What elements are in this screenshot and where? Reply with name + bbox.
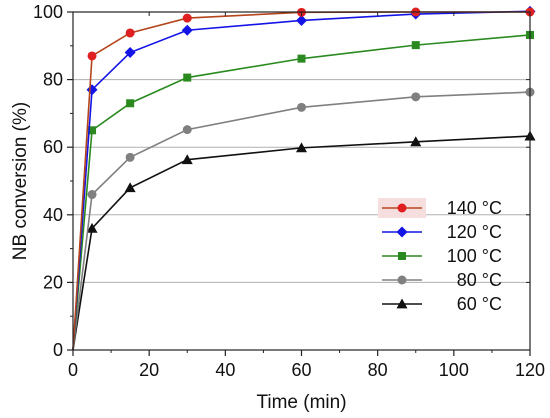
data-point	[296, 142, 307, 153]
data-point	[124, 47, 136, 59]
legend-label: 140 °C	[447, 198, 502, 218]
data-point	[126, 99, 135, 108]
x-tick-label-120: 120	[515, 360, 545, 380]
legend-label: 100 °C	[447, 246, 502, 266]
data-point	[297, 102, 306, 112]
legend-entry-0: 140 °C	[378, 198, 502, 218]
data-point	[87, 190, 97, 200]
data-point	[181, 24, 193, 36]
data-point	[182, 125, 192, 135]
data-point	[183, 73, 192, 82]
data-point	[125, 28, 135, 38]
data-point	[88, 126, 97, 135]
legend-entry-2: 100 °C	[382, 246, 502, 266]
y-tick-label-20: 20	[43, 272, 63, 292]
y-tick-label-80: 80	[43, 70, 63, 90]
y-tick-label-0: 0	[53, 340, 63, 360]
data-point	[411, 92, 421, 102]
legend-marker	[398, 252, 406, 260]
axes: 0 20 40 60 80 100 120 0 20 40 60 80 100	[33, 2, 545, 380]
data-series	[72, 5, 536, 351]
x-tick-label-0: 0	[68, 360, 78, 380]
legend-marker	[397, 203, 407, 213]
data-point	[124, 182, 136, 193]
data-point	[411, 41, 420, 50]
x-tick-label-100: 100	[439, 360, 469, 380]
y-tick-label-100: 100	[33, 2, 63, 22]
data-point	[296, 14, 307, 26]
y-tick-label-60: 60	[43, 137, 63, 157]
series-line-4	[72, 135, 531, 351]
legend-marker	[396, 298, 408, 309]
legend-entry-3: 80 °C	[382, 270, 502, 290]
legend-marker	[397, 275, 407, 285]
legend-marker	[396, 226, 408, 238]
data-point	[86, 222, 98, 233]
data-point	[410, 136, 422, 147]
y-tick-label-40: 40	[43, 205, 63, 225]
legend-label: 120 °C	[447, 222, 502, 242]
x-tick-label-80: 80	[368, 360, 388, 380]
x-tick-label-40: 40	[215, 360, 235, 380]
legend-label: 60 °C	[457, 294, 502, 314]
y-axis-title: NB conversion (%)	[10, 102, 31, 260]
data-point	[297, 54, 306, 63]
legend: 140 °C 120 °C 100 °C 80 °C 60 °C	[378, 198, 502, 314]
x-tick-label-60: 60	[291, 360, 311, 380]
data-point	[125, 152, 135, 162]
legend-entry-4: 60 °C	[382, 294, 502, 314]
legend-label: 80 °C	[457, 270, 502, 290]
data-point	[182, 13, 192, 23]
data-point	[181, 154, 193, 165]
legend-entry-1: 120 °C	[382, 222, 502, 242]
series-3	[72, 87, 535, 351]
data-point	[87, 51, 97, 61]
x-tick-label-20: 20	[139, 360, 159, 380]
x-axis-title: Time (min)	[256, 392, 346, 413]
